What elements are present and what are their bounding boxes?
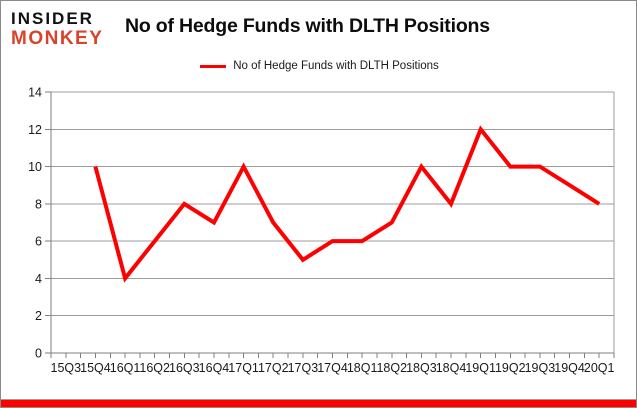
svg-text:16Q2: 16Q2: [139, 361, 170, 375]
legend-label: No of Hedge Funds with DLTH Positions: [233, 60, 439, 72]
y-gridlines: [51, 91, 615, 353]
svg-text:19Q3: 19Q3: [525, 361, 556, 375]
svg-text:10: 10: [28, 160, 42, 174]
svg-text:15Q3: 15Q3: [51, 361, 82, 375]
y-tick-labels: 0 2 4 6 8 10 12 14: [28, 86, 42, 361]
svg-text:16Q1: 16Q1: [110, 361, 141, 375]
svg-text:17Q2: 17Q2: [258, 361, 289, 375]
logo-monkey-text: MONKEY: [11, 28, 104, 49]
svg-text:18Q4: 18Q4: [436, 361, 467, 375]
svg-text:19Q2: 19Q2: [495, 361, 526, 375]
legend-line-swatch: [200, 64, 227, 68]
bottom-red-bar: [1, 399, 636, 407]
svg-text:18Q3: 18Q3: [406, 361, 437, 375]
svg-text:8: 8: [35, 197, 42, 211]
svg-text:15Q4: 15Q4: [80, 361, 111, 375]
x-tick-labels: 15Q3 15Q4 16Q1 16Q2 16Q3 16Q4 17Q1 17Q2 17Q3 17Q4…: [51, 361, 615, 375]
svg-text:16Q3: 16Q3: [169, 361, 200, 375]
svg-text:4: 4: [35, 272, 42, 286]
svg-text:19Q4: 19Q4: [554, 361, 585, 375]
svg-text:17Q1: 17Q1: [228, 361, 259, 375]
svg-text:12: 12: [28, 123, 42, 137]
svg-text:6: 6: [35, 235, 42, 249]
insider-monkey-logo: INSIDER MONKEY: [11, 10, 103, 48]
x-axis: [50, 352, 615, 358]
svg-text:17Q4: 17Q4: [317, 361, 348, 375]
series-line-hedge-funds: [93, 125, 601, 283]
svg-text:2: 2: [35, 309, 42, 323]
svg-text:18Q1: 18Q1: [347, 361, 378, 375]
chart-title: No of Hedge Funds with DLTH Positions: [125, 15, 490, 37]
svg-text:0: 0: [35, 347, 42, 361]
legend: No of Hedge Funds with DLTH Positions: [1, 60, 636, 72]
svg-text:16Q4: 16Q4: [199, 361, 230, 375]
svg-text:19Q1: 19Q1: [465, 361, 496, 375]
svg-text:18Q2: 18Q2: [376, 361, 407, 375]
svg-text:14: 14: [28, 86, 42, 100]
svg-text:17Q3: 17Q3: [288, 361, 319, 375]
logo-insider-text: INSIDER: [11, 9, 94, 28]
y-axis: [45, 91, 52, 354]
svg-text:20Q1: 20Q1: [584, 361, 615, 375]
